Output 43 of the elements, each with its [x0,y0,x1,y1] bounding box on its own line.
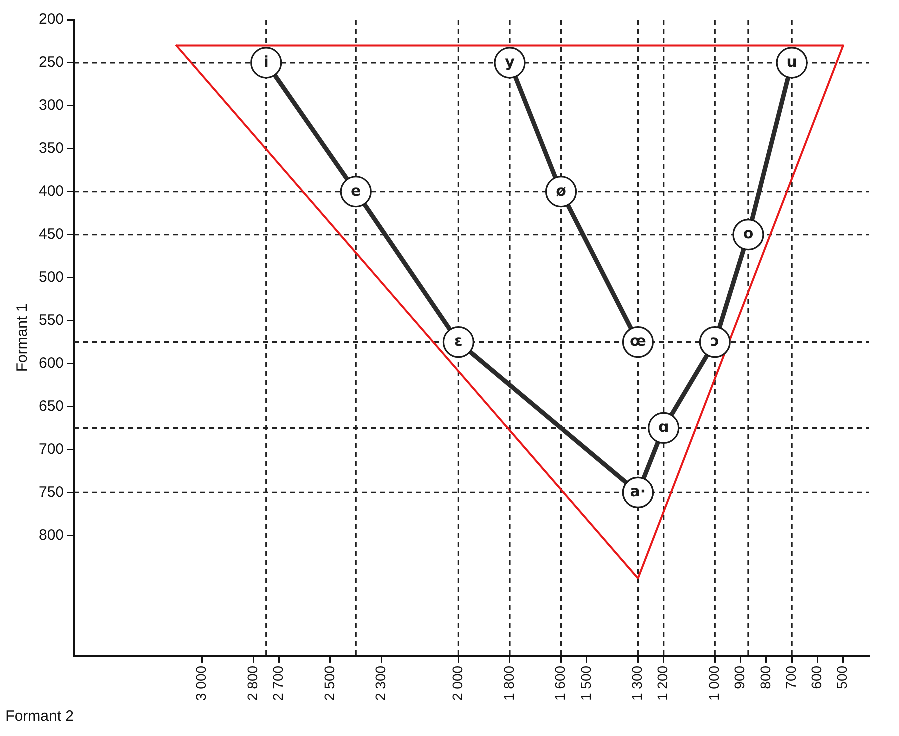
x-tick-label: 2 700 [270,666,286,702]
x-tick-label: 800 [757,666,774,690]
annotation: ɑ [658,418,670,436]
y-tick-label: 600 [38,354,64,372]
y-tick-label: 500 [38,268,64,286]
y-tick-label: 750 [38,484,64,501]
y-tick-label: 800 [38,526,64,544]
annotation: e [351,182,362,200]
y-tick-label: 250 [38,54,64,72]
x-tick-label: 1 500 [578,666,594,702]
annotation: y [505,52,516,71]
x-tick-label: 600 [808,666,825,690]
y-axis-title: Formant 1 [14,304,32,372]
x-tick-label: 3 000 [193,666,210,702]
annotation: ɔ [710,332,720,350]
y-tick-label: 550 [38,312,64,329]
x-tick-label: 1 000 [706,666,722,702]
annotation: œ [630,332,646,350]
annotation: ɛ [454,332,463,350]
annotation: a· [630,482,646,501]
x-tick-label: 2 300 [372,666,389,702]
x-tick-label: 2 000 [450,666,466,702]
x-tick-label: 900 [732,666,748,690]
y-tick-label: 200 [38,11,64,28]
x-tick-label: 2 800 [244,666,260,702]
y-tick-label: 700 [38,440,64,458]
annotation: ø [556,182,566,200]
annotation: u [786,52,798,71]
x-tick-label: 1 600 [552,666,568,702]
y-tick-label: 400 [38,183,64,200]
y-tick-label: 650 [38,398,64,415]
annotation: o [743,224,754,243]
annotation: i [264,52,269,71]
x-tick-label: 500 [834,666,850,690]
y-tick-label: 450 [38,226,64,243]
x-tick-label: 1 300 [629,666,646,702]
y-tick-label: 300 [38,97,64,114]
y-tick-label: 350 [38,140,64,158]
x-axis-title: Formant 2 [6,708,74,726]
x-tick-label: 1 200 [654,666,671,702]
x-tick-label: 700 [782,666,799,690]
x-tick-label: 2 500 [321,666,338,702]
x-tick-label: 1 800 [500,666,517,702]
